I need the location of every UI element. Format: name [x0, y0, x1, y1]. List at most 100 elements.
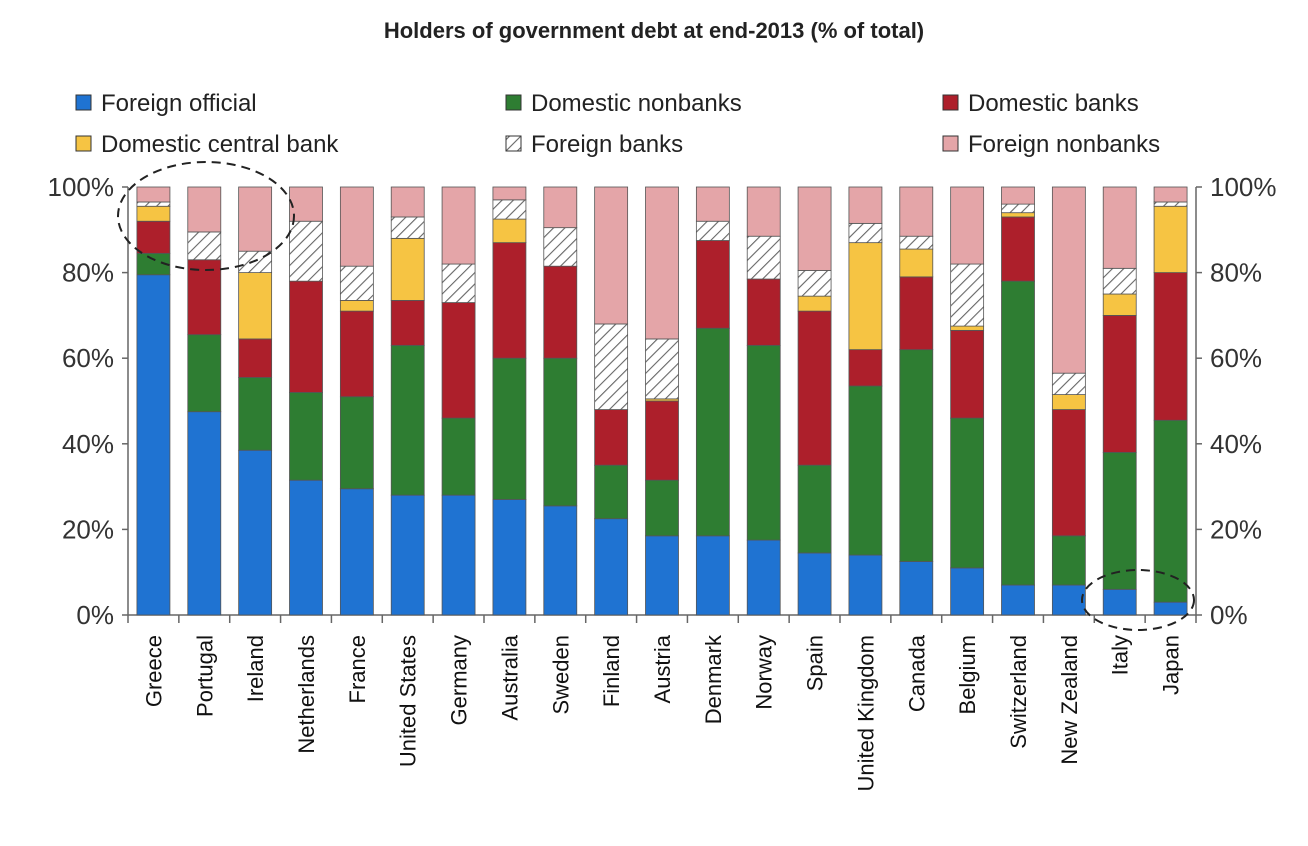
bar-segment-domestic-nonbanks: [187, 334, 222, 413]
bar-segment-domestic-banks: [238, 338, 273, 378]
bar-segment-foreign-nonbanks: [441, 186, 476, 265]
x-tick-label-denmark: Denmark: [701, 634, 726, 724]
bar-segment-domestic-central-bank: [1102, 293, 1137, 316]
bar-segment-foreign-banks: [187, 231, 222, 261]
bar-segment-foreign-official: [136, 274, 171, 616]
bar-segment-domestic-central-bank: [339, 300, 374, 312]
legend-swatch-domestic-central-bank: [75, 135, 92, 152]
bar-segment-domestic-central-bank: [492, 218, 527, 244]
bar-group-france: [339, 186, 374, 616]
bar-group-spain: [797, 186, 832, 616]
bar-segment-foreign-banks: [950, 263, 985, 327]
annotations: [117, 161, 1195, 631]
bar-segment-domestic-banks: [645, 400, 679, 481]
bar-segment-domestic-central-bank: [797, 295, 832, 312]
bar-segment-foreign-official: [950, 567, 985, 616]
bar-segment-foreign-banks: [645, 338, 679, 400]
x-tick-label-finland: Finland: [599, 635, 624, 707]
x-tick-label-united-states: United States: [396, 635, 421, 767]
x-tick-label-spain: Spain: [803, 635, 828, 691]
bar-segment-foreign-banks: [695, 220, 730, 241]
bar-segment-foreign-official: [390, 494, 425, 616]
bar-segment-domestic-banks: [1001, 216, 1035, 282]
x-tick-label-greece: Greece: [141, 635, 166, 707]
bar-segment-domestic-banks: [1051, 409, 1086, 537]
legend-swatch-foreign-banks: [505, 135, 522, 152]
bar-segment-domestic-banks: [797, 310, 832, 466]
bars: [136, 186, 1188, 616]
bar-segment-domestic-banks: [1102, 314, 1137, 453]
bar-segment-foreign-official: [746, 539, 781, 616]
bar-group-finland: [594, 186, 629, 616]
bar-segment-foreign-nonbanks: [645, 186, 679, 340]
bar-segment-foreign-nonbanks: [797, 186, 832, 271]
bar-segment-domestic-nonbanks: [1001, 280, 1035, 586]
bar-segment-domestic-banks: [289, 280, 323, 393]
bar-segment-domestic-banks: [339, 310, 374, 398]
bar-segment-domestic-nonbanks: [797, 464, 832, 554]
x-tick-label-portugal: Portugal: [192, 635, 217, 717]
bar-segment-foreign-banks: [848, 222, 883, 244]
bar-segment-foreign-banks: [797, 270, 832, 297]
bar-segment-foreign-nonbanks: [1102, 186, 1137, 269]
x-tick-label-italy: Italy: [1108, 635, 1133, 675]
bar-segment-foreign-banks: [1153, 201, 1188, 207]
bar-segment-foreign-nonbanks: [594, 186, 629, 325]
bar-segment-foreign-official: [797, 552, 832, 616]
x-tick-label-canada: Canada: [904, 634, 929, 712]
bar-segment-domestic-banks: [1153, 272, 1188, 421]
bar-segment-domestic-nonbanks: [848, 385, 883, 556]
bar-segment-domestic-nonbanks: [441, 417, 476, 496]
bar-segment-foreign-banks: [746, 235, 781, 280]
bar-segment-domestic-banks: [695, 240, 730, 329]
y-tick-label-right: 40%: [1210, 429, 1262, 459]
bar-segment-domestic-central-bank: [390, 237, 425, 301]
y-tick-label-left: 20%: [62, 514, 114, 544]
bar-segment-foreign-official: [492, 499, 527, 616]
bar-group-switzerland: [1001, 186, 1035, 616]
legend-swatch-foreign-official: [75, 94, 92, 111]
annotation-ellipse-italy-japan: [1081, 569, 1195, 631]
x-tick-label-france: France: [345, 635, 370, 703]
bar-segment-foreign-banks: [289, 220, 323, 282]
x-tick-label-norway: Norway: [752, 635, 777, 710]
bar-segment-foreign-banks: [390, 216, 425, 239]
y-tick-label-right: 0%: [1210, 600, 1248, 630]
bar-segment-domestic-banks: [492, 242, 527, 359]
bar-group-portugal: [187, 186, 222, 616]
legend: Foreign official Domestic nonbanks Domesti…: [75, 90, 1160, 158]
bar-segment-foreign-nonbanks: [136, 186, 171, 203]
legend-swatch-foreign-nonbanks: [942, 135, 959, 152]
bar-segment-domestic-central-bank: [1001, 212, 1035, 218]
bar-segment-foreign-official: [1051, 584, 1086, 616]
y-tick-label-left: 0%: [76, 600, 114, 630]
x-tick-label-germany: Germany: [447, 635, 472, 725]
bar-segment-foreign-nonbanks: [1153, 186, 1188, 203]
bar-segment-foreign-banks: [1051, 372, 1086, 395]
y-tick-label-left: 80%: [62, 258, 114, 288]
bar-segment-foreign-official: [899, 561, 934, 616]
bar-segment-domestic-nonbanks: [1102, 451, 1137, 590]
bar-segment-foreign-official: [848, 554, 883, 616]
x-tick-label-sweden: Sweden: [548, 635, 573, 715]
category-labels: Greece Portugal Ireland Netherlands France Un…: [127, 615, 1197, 792]
bar-group-canada: [899, 186, 934, 616]
y-tick-label-right: 100%: [1210, 172, 1277, 202]
bar-segment-foreign-official: [187, 411, 222, 616]
axes: 0% 0% 20% 20% 40% 40% 60% 60% 80% 80% 100% 100%: [48, 172, 1277, 630]
legend-label-foreign-nonbanks: Foreign nonbanks: [968, 131, 1160, 158]
bar-segment-foreign-official: [543, 505, 578, 616]
bar-segment-domestic-banks: [594, 409, 629, 466]
bar-segment-domestic-nonbanks: [339, 396, 374, 490]
bar-segment-domestic-nonbanks: [899, 349, 934, 562]
bar-segment-foreign-nonbanks: [950, 186, 985, 265]
bar-segment-foreign-nonbanks: [390, 186, 425, 218]
bar-segment-foreign-banks: [441, 263, 476, 303]
bar-segment-domestic-banks: [390, 300, 425, 346]
bar-segment-domestic-central-bank: [136, 205, 171, 222]
bar-segment-domestic-central-bank: [848, 242, 883, 351]
bar-segment-domestic-central-bank: [899, 248, 934, 278]
bar-group-sweden: [543, 186, 578, 616]
bar-group-new-zealand: [1051, 186, 1086, 616]
